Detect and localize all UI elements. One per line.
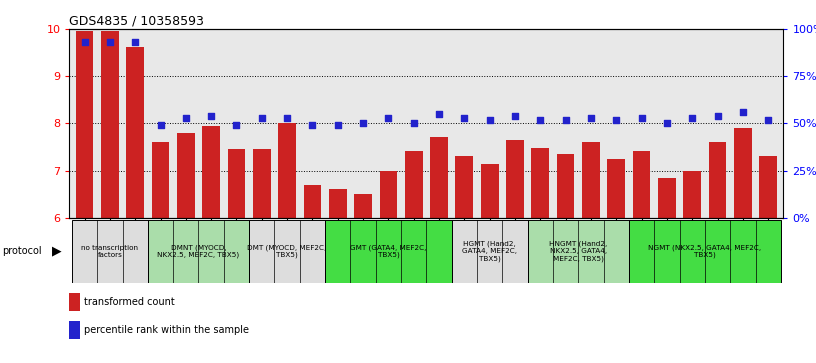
Point <box>230 122 243 128</box>
Bar <box>278 123 296 218</box>
Bar <box>148 220 249 282</box>
Text: transformed count: transformed count <box>83 297 175 307</box>
Text: protocol: protocol <box>2 246 42 256</box>
Bar <box>531 148 549 218</box>
Bar <box>253 149 271 218</box>
Bar <box>708 142 726 218</box>
Bar <box>582 142 600 218</box>
Point <box>534 117 547 123</box>
Bar <box>126 47 144 218</box>
Point <box>255 115 268 121</box>
Text: NGMT (NKX2.5, GATA4, MEF2C,
TBX5): NGMT (NKX2.5, GATA4, MEF2C, TBX5) <box>648 244 761 258</box>
Point <box>129 39 142 45</box>
Text: GMT (GATA4, MEF2C,
TBX5): GMT (GATA4, MEF2C, TBX5) <box>350 244 427 258</box>
Bar <box>734 128 752 218</box>
Point <box>205 113 218 119</box>
Bar <box>607 159 625 218</box>
Point <box>711 113 724 119</box>
Bar <box>405 151 423 218</box>
Bar <box>69 293 80 311</box>
Bar <box>325 220 452 282</box>
Point <box>104 39 117 45</box>
Bar <box>354 194 372 218</box>
Point <box>483 117 496 123</box>
Text: percentile rank within the sample: percentile rank within the sample <box>83 325 249 335</box>
Bar <box>101 31 119 218</box>
Bar <box>329 189 347 218</box>
Point <box>508 113 521 119</box>
Point <box>331 122 344 128</box>
Text: DMT (MYOCD, MEF2C,
TBX5): DMT (MYOCD, MEF2C, TBX5) <box>247 244 326 258</box>
Bar <box>506 140 524 218</box>
Bar <box>455 156 473 218</box>
Point <box>660 121 673 126</box>
Point <box>559 117 572 123</box>
Point <box>736 109 749 115</box>
Text: GDS4835 / 10358593: GDS4835 / 10358593 <box>69 15 204 28</box>
Point <box>180 115 193 121</box>
Bar <box>430 136 448 218</box>
Point <box>458 115 471 121</box>
Point <box>407 121 420 126</box>
Bar <box>76 31 93 218</box>
Point <box>610 117 623 123</box>
Point <box>306 122 319 128</box>
Bar <box>228 149 246 218</box>
Bar <box>683 171 701 218</box>
Point <box>635 115 648 121</box>
Bar <box>528 220 629 282</box>
Point <box>281 115 294 121</box>
Bar <box>632 151 650 218</box>
Bar <box>379 171 397 218</box>
Point <box>761 117 774 123</box>
Bar <box>69 321 80 339</box>
Point <box>382 115 395 121</box>
Text: ▶: ▶ <box>51 245 61 258</box>
Point <box>357 121 370 126</box>
Bar <box>629 220 781 282</box>
Text: DMNT (MYOCD,
NKX2.5, MEF2C, TBX5): DMNT (MYOCD, NKX2.5, MEF2C, TBX5) <box>157 244 240 258</box>
Bar <box>202 126 220 218</box>
Point <box>432 111 446 117</box>
Bar <box>249 220 325 282</box>
Point <box>584 115 597 121</box>
Bar <box>557 154 574 218</box>
Bar <box>177 133 195 218</box>
Text: no transcription
factors: no transcription factors <box>82 245 139 258</box>
Text: HNGMT (Hand2,
NKX2.5, GATA4,
MEF2C, TBX5): HNGMT (Hand2, NKX2.5, GATA4, MEF2C, TBX5… <box>549 241 607 262</box>
Bar <box>481 163 499 218</box>
Point <box>154 122 167 128</box>
Bar <box>72 220 148 282</box>
Bar <box>452 220 528 282</box>
Text: HGMT (Hand2,
GATA4, MEF2C,
TBX5): HGMT (Hand2, GATA4, MEF2C, TBX5) <box>462 241 517 262</box>
Bar <box>658 178 676 218</box>
Bar <box>304 185 322 218</box>
Point <box>78 39 91 45</box>
Bar <box>760 156 777 218</box>
Point <box>685 115 698 121</box>
Bar <box>152 142 170 218</box>
